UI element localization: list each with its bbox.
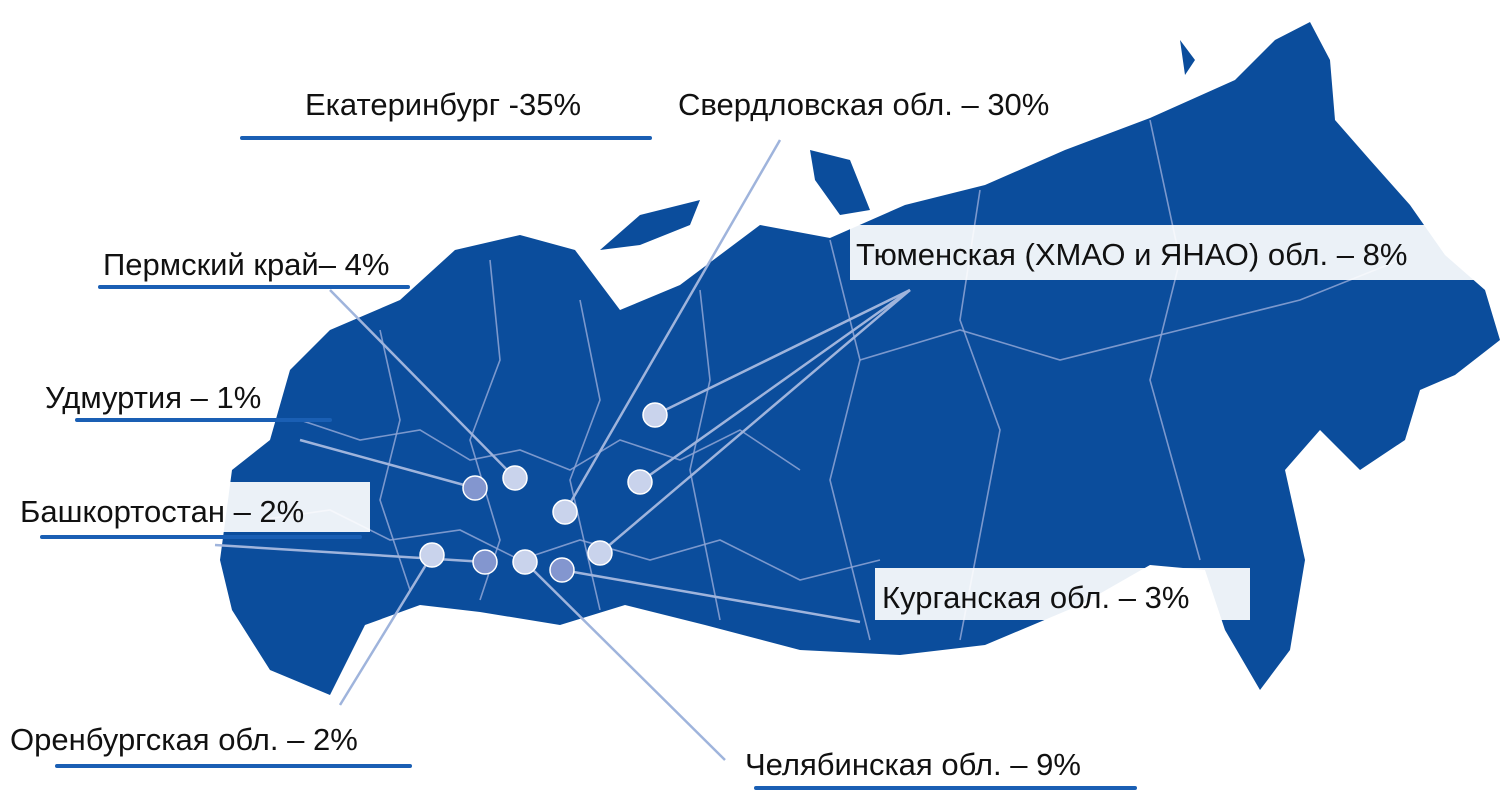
dot: [512, 549, 538, 575]
leader-line: [299, 438, 476, 490]
dot: [549, 557, 575, 583]
leader-line: [639, 288, 911, 484]
label: Тюменская (ХМАО и ЯНАО) обл. – 8%: [856, 237, 1407, 272]
leader-line: [329, 289, 516, 479]
labels: Екатеринбург -35% Свердловская обл. – 30…: [10, 87, 1505, 790]
label: Башкортостан – 2%: [20, 494, 304, 529]
dot: [642, 402, 668, 428]
island: [600, 40, 1195, 250]
leader-line: [338, 554, 434, 706]
dot: [472, 549, 498, 575]
border: [299, 419, 801, 471]
label: Курганская обл. – 3%: [882, 580, 1189, 615]
dot: [502, 465, 528, 491]
label-bg: [850, 225, 1505, 280]
border: [689, 289, 721, 621]
leader-line: [599, 289, 911, 554]
label-bg: [15, 482, 370, 532]
border: [829, 239, 871, 641]
leader-line: [561, 568, 861, 624]
dot: [462, 475, 488, 501]
leader-lines: [214, 139, 911, 761]
dot: [552, 499, 578, 525]
leader-line: [524, 561, 726, 761]
border: [379, 329, 411, 591]
label: Пермский край– 4%: [103, 247, 389, 282]
label: Оренбургская обл. – 2%: [10, 722, 358, 757]
label: Свердловская обл. – 30%: [678, 87, 1049, 122]
label: Екатеринбург -35%: [305, 87, 581, 122]
dot: [627, 469, 653, 495]
label: Удмуртия – 1%: [45, 380, 261, 415]
dot: [587, 540, 613, 566]
leader-line: [654, 288, 911, 417]
leader-line: [563, 139, 782, 513]
dot: [419, 542, 445, 568]
border: [1149, 119, 1201, 561]
border: [859, 259, 1401, 361]
border: [569, 299, 601, 611]
label-bg: [875, 568, 1250, 620]
label: Челябинская обл. – 9%: [745, 747, 1081, 782]
city-dots: [419, 402, 668, 583]
